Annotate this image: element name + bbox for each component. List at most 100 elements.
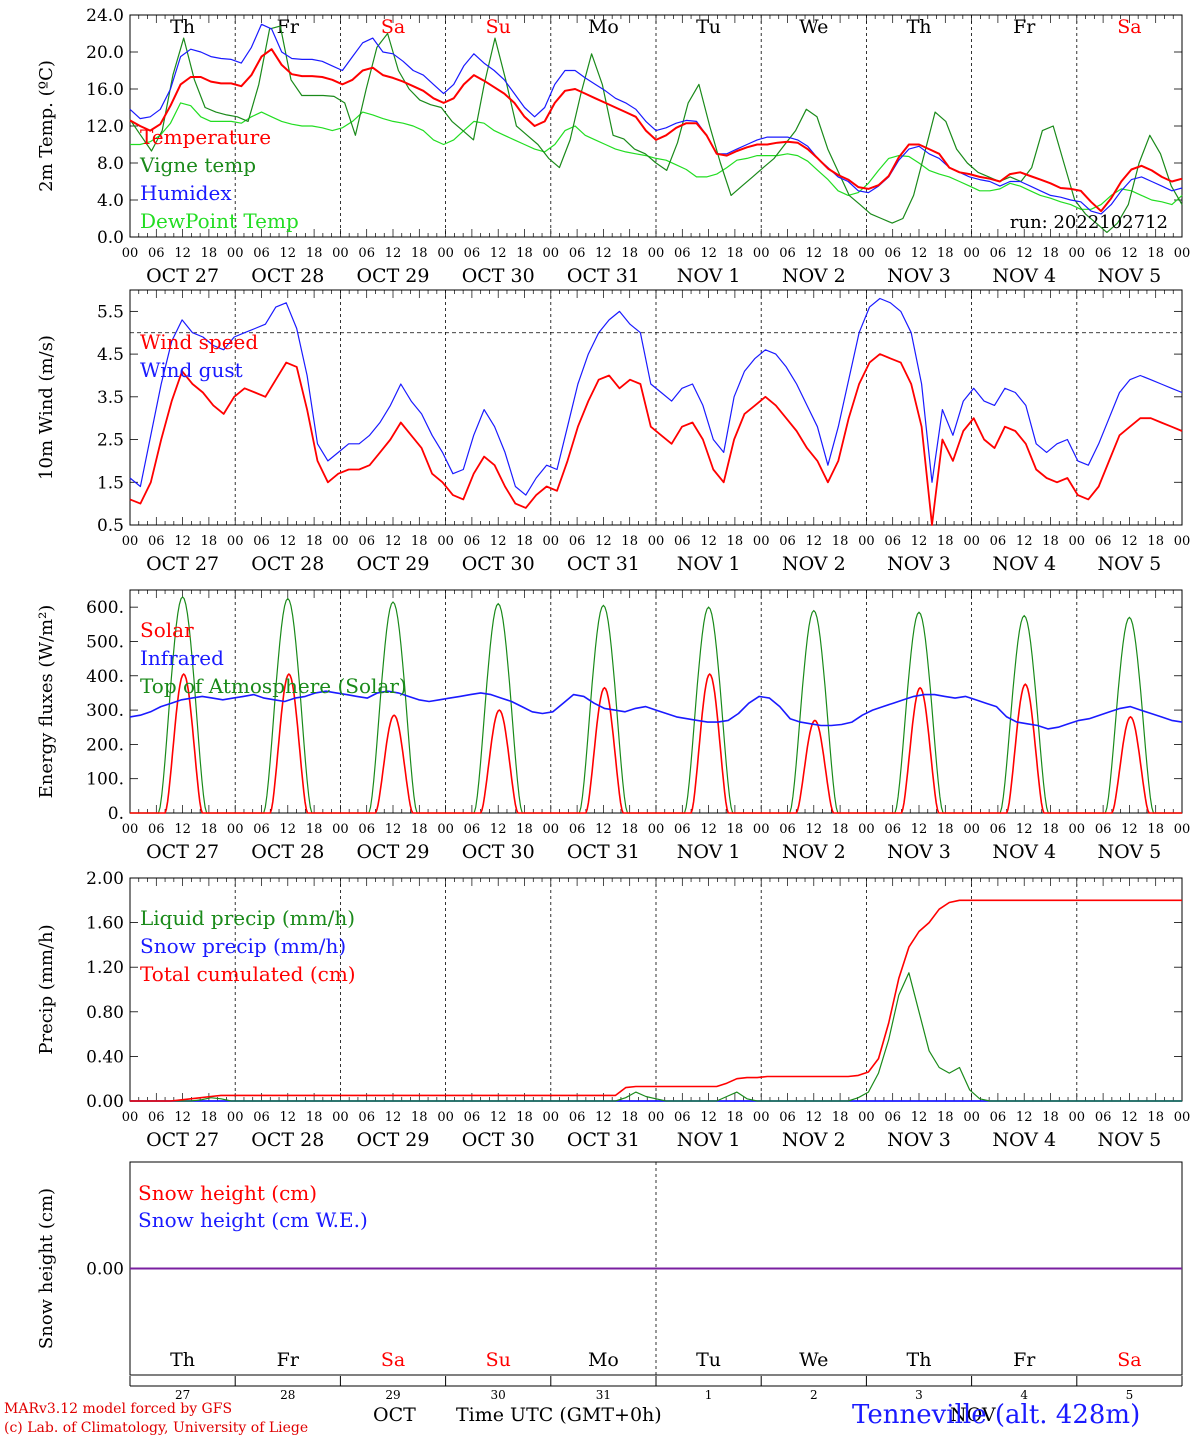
hour-tick-label: 18: [306, 534, 323, 549]
date-label: NOV 5: [1098, 265, 1162, 287]
y-tick-label: 2.5: [97, 431, 124, 451]
date-label: NOV 4: [992, 553, 1056, 575]
hour-tick-label: 00: [648, 246, 665, 261]
hour-tick-label: 12: [174, 822, 191, 837]
hour-tick-label: 18: [411, 822, 428, 837]
hour-tick-label: 12: [385, 534, 402, 549]
hour-tick-label: 06: [358, 822, 375, 837]
hour-tick-label: 18: [201, 1110, 218, 1125]
hour-tick-label: 12: [280, 534, 297, 549]
hour-tick-label: 18: [937, 246, 954, 261]
day-name-label: Tu: [696, 16, 721, 38]
hour-tick-label: 12: [911, 822, 928, 837]
day-number-label: 31: [596, 1388, 611, 1402]
y-tick-label: 0.80: [86, 1003, 124, 1023]
hour-tick-label: 12: [806, 822, 823, 837]
hour-tick-label: 18: [832, 246, 849, 261]
hour-tick-label: 00: [1174, 246, 1191, 261]
hour-tick-label: 06: [990, 1110, 1007, 1125]
date-label: OCT 27: [146, 841, 219, 863]
hour-tick-label: 06: [884, 534, 901, 549]
y-tick-label: 16.0: [86, 80, 124, 100]
hour-tick-label: 18: [306, 1110, 323, 1125]
hour-tick-label: 18: [201, 246, 218, 261]
hour-tick-label: 00: [227, 246, 244, 261]
hour-tick-label: 06: [779, 246, 796, 261]
hour-tick-label: 06: [569, 822, 586, 837]
panel-3: 00 06 12 18 00 06 12 18 00 06 12 18 00 06 12 18 00 06 12 18…: [36, 589, 1190, 863]
hour-tick-label: 12: [1016, 1110, 1033, 1125]
date-label: NOV 5: [1098, 553, 1162, 575]
day-name-label: Fr: [1013, 16, 1036, 38]
date-label: OCT 27: [146, 1129, 219, 1151]
hour-tick-label: 18: [411, 246, 428, 261]
series-line-solar: [130, 672, 1182, 814]
date-label: NOV 5: [1098, 1129, 1162, 1151]
hour-tick-label: 18: [727, 1110, 744, 1125]
date-label: NOV 1: [677, 553, 741, 575]
date-label: OCT 28: [251, 265, 324, 287]
y-tick-label: 24.0: [86, 6, 124, 26]
hour-tick-label: 00: [648, 822, 665, 837]
y-tick-label: 8.0: [97, 154, 124, 174]
day-name-label: Th: [170, 1349, 195, 1371]
hour-tick-label: 00: [753, 534, 770, 549]
hour-tick-label: 06: [884, 246, 901, 261]
hour-tick-label: 00: [963, 1110, 980, 1125]
hour-tick-label: 18: [937, 822, 954, 837]
day-name-label: Th: [907, 1349, 932, 1371]
series-line-humidex: [129, 23, 1183, 215]
hour-tick-label: 12: [806, 246, 823, 261]
date-label: OCT 29: [356, 1129, 429, 1151]
hour-tick-label: 06: [148, 1110, 165, 1125]
date-label: NOV 5: [1098, 841, 1162, 863]
hour-tick-label: 06: [253, 1110, 270, 1125]
date-label: OCT 30: [462, 265, 535, 287]
y-tick-label: 5.5: [97, 302, 124, 322]
y-tick-label: 0.: [108, 804, 124, 824]
series-line-toa-solar: [130, 595, 1182, 814]
legend-entry: Infrared: [140, 646, 224, 670]
legend-entry: Wind speed: [140, 330, 258, 354]
hour-tick-label: 00: [122, 822, 139, 837]
hour-tick-label: 12: [806, 1110, 823, 1125]
date-label: NOV 3: [887, 553, 951, 575]
date-label: NOV 3: [887, 1129, 951, 1151]
hour-tick-label: 12: [280, 246, 297, 261]
hour-tick-label: 06: [358, 1110, 375, 1125]
hour-tick-label: 06: [674, 822, 691, 837]
hour-tick-label: 12: [1121, 534, 1138, 549]
hour-tick-label: 12: [490, 822, 507, 837]
hour-tick-label: 06: [990, 822, 1007, 837]
y-tick-label: 500.: [86, 632, 124, 652]
series-line-temperature: [129, 48, 1183, 213]
hour-tick-label: 00: [858, 1110, 875, 1125]
y-tick-label: 100.: [86, 770, 124, 790]
legend-entry: Wind gust: [140, 358, 243, 382]
hour-tick-label: 18: [1042, 534, 1059, 549]
hour-tick-label: 12: [174, 534, 191, 549]
hour-tick-label: 00: [437, 822, 454, 837]
hour-tick-label: 12: [1121, 246, 1138, 261]
y-tick-label: 400.: [86, 667, 124, 687]
date-label: OCT 31: [567, 1129, 640, 1151]
hour-tick-label: 12: [700, 534, 717, 549]
date-label: OCT 27: [146, 553, 219, 575]
y-axis-label: Energy fluxes (W/m²): [36, 605, 57, 799]
hour-tick-label: 06: [569, 246, 586, 261]
day-name-label: Sa: [1117, 16, 1141, 38]
day-name-label: Fr: [277, 1349, 300, 1371]
hour-tick-label: 00: [1069, 1110, 1086, 1125]
hour-tick-label: 12: [911, 246, 928, 261]
hour-tick-label: 00: [543, 534, 560, 549]
hour-tick-label: 06: [464, 1110, 481, 1125]
hour-tick-label: 12: [1016, 534, 1033, 549]
day-name-label: Su: [486, 16, 511, 38]
y-tick-label: 0.00: [86, 1260, 124, 1280]
hour-tick-label: 18: [621, 1110, 638, 1125]
hour-tick-label: 00: [858, 534, 875, 549]
hour-tick-label: 12: [595, 1110, 612, 1125]
date-label: NOV 1: [677, 265, 741, 287]
date-label: OCT 29: [356, 841, 429, 863]
y-tick-label: 1.5: [97, 473, 124, 493]
